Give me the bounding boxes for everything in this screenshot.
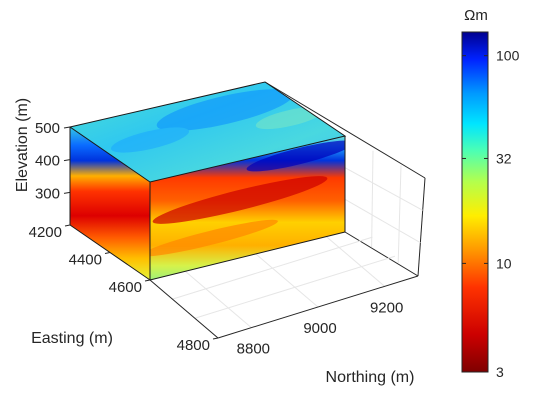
- floor-grid-line: [316, 227, 385, 287]
- back-wall-grid-line: [344, 167, 423, 211]
- elevation-tick-mark: [63, 159, 71, 162]
- easting-tick-mark: [104, 252, 111, 254]
- floor-grid-line: [249, 248, 319, 308]
- block-east-face: [70, 127, 150, 280]
- northing-axis-label: Northing (m): [326, 369, 415, 386]
- easting-tick-mark: [212, 337, 219, 340]
- easting-tick-label: 4200: [29, 224, 62, 241]
- northing-tick-label: 9000: [303, 320, 336, 337]
- easting-tick-labels: 4200 4400 4600 4800: [29, 224, 219, 354]
- easting-tick-mark: [144, 279, 151, 282]
- colorbar-unit-label: Ωm: [464, 7, 488, 24]
- colorbar: Ωm 3 10 32 100: [461, 7, 520, 380]
- colorbar-tick-label: 100: [496, 48, 520, 64]
- colorbar-tick-label: 10: [496, 255, 512, 271]
- floor-grid-line: [172, 236, 373, 300]
- elevation-axis-label: Elevation (m): [14, 98, 31, 192]
- floor-grid-line: [194, 255, 396, 319]
- easting-tick-label: 4800: [177, 337, 210, 354]
- northing-tick-label: 9200: [370, 299, 403, 316]
- back-wall-grid-line: [371, 150, 374, 248]
- elevation-tick-label: 300: [35, 185, 60, 202]
- easting-tick-label: 4400: [69, 252, 102, 269]
- elevation-tick-label: 500: [35, 120, 60, 137]
- floor-axes: [149, 275, 419, 339]
- back-wall-grid-line: [397, 165, 402, 263]
- block-top-face: [70, 82, 345, 182]
- elevation-tick-label: 400: [35, 153, 60, 170]
- easting-axis-label: Easting (m): [31, 330, 113, 347]
- northing-tick-label: 8800: [237, 341, 270, 358]
- colorbar-tick-label: 32: [496, 150, 512, 166]
- floor-grid-line: [183, 269, 252, 329]
- floor-grid: [172, 150, 423, 329]
- colorbar-ticks: 3 10 32 100: [462, 48, 520, 380]
- easting-tick-mark: [64, 224, 71, 227]
- elevation-tick-labels: 300 400 500: [35, 120, 71, 202]
- back-wall-grid-line: [344, 198, 421, 244]
- northing-tick-labels: 8800 9000 9200: [237, 299, 404, 357]
- easting-tick-label: 4600: [109, 279, 142, 296]
- elevation-tick-mark: [63, 191, 71, 194]
- back-frame: [264, 81, 426, 277]
- elevation-tick-mark: [63, 126, 71, 129]
- colorbar-tick-label: 3: [496, 364, 504, 380]
- block-edges: [68, 81, 347, 281]
